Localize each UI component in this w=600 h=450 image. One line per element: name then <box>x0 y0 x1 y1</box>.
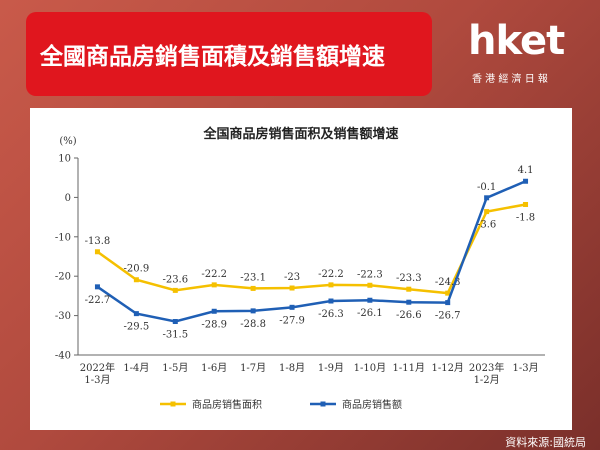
source: 資料來源:國統局 <box>505 436 586 449</box>
data-label: -23.3 <box>396 273 422 284</box>
data-label: -24.3 <box>435 277 461 288</box>
y-axis-label: (%) <box>59 136 76 147</box>
data-label: -0.1 <box>477 182 496 193</box>
data-label: -22.2 <box>318 269 344 280</box>
x-tick-label: 1-12月 <box>431 362 463 374</box>
point-marker <box>484 195 490 201</box>
headline: 全國商品房銷售面積及銷售額增速 <box>26 12 432 96</box>
x-tick-label: 1-4月 <box>123 362 149 374</box>
data-label: -1.8 <box>516 212 535 223</box>
point-marker <box>523 201 529 207</box>
point-marker <box>133 277 139 283</box>
point-marker <box>367 297 373 303</box>
x-tick-label: 1-7月 <box>240 362 266 374</box>
point-marker <box>406 286 412 292</box>
chart-title: 全国商品房销售面积及销售额增速 <box>202 126 398 142</box>
point-marker <box>289 285 295 291</box>
point-marker <box>367 282 373 288</box>
data-label: -27.9 <box>279 315 305 326</box>
chart-panel: 全国商品房销售面积及销售额增速 (%) 10 0 -10 -20 -30 -40 2022年… <box>30 108 572 430</box>
y-tick-label: 10 <box>58 154 71 165</box>
data-label: -29.5 <box>124 322 150 333</box>
data-label: -22.7 <box>85 295 111 306</box>
data-label: -28.8 <box>240 319 266 330</box>
point-marker <box>211 308 217 314</box>
y-tick-label: -10 <box>55 232 71 243</box>
x-tick-label: 1-10月 <box>354 362 386 374</box>
data-label: -26.7 <box>435 311 461 322</box>
point-marker <box>172 287 178 293</box>
point-marker <box>289 304 295 310</box>
legend-marker <box>320 401 326 407</box>
x-tick-label: 1-3月 <box>512 362 538 374</box>
legend-label: 商品房销售额 <box>342 398 402 411</box>
data-label: -23 <box>284 272 300 283</box>
series-line <box>96 180 527 323</box>
data-label: -23.6 <box>162 274 188 285</box>
data-label: -13.8 <box>85 236 111 247</box>
point-marker <box>523 178 529 184</box>
logo-subtitle: 香 港 經 濟 日 報 <box>472 74 548 85</box>
legend-label: 商品房销售面积 <box>192 398 262 411</box>
x-tick-label: 2023年 1-2月 <box>469 361 504 386</box>
data-label: -22.3 <box>357 269 383 280</box>
point-marker <box>328 298 334 304</box>
point-marker <box>250 285 256 291</box>
point-marker <box>94 284 100 290</box>
data-label: -22.2 <box>201 269 227 280</box>
point-marker <box>211 282 217 288</box>
point-marker <box>133 311 139 317</box>
x-tick-label: 2022年 1-3月 <box>80 361 115 386</box>
y-tick-label: -30 <box>55 311 71 322</box>
point-marker <box>484 209 490 215</box>
point-marker <box>445 300 451 306</box>
data-label: -3.6 <box>477 220 496 231</box>
chart: 全国商品房销售面积及销售额增速 (%) 10 0 -10 -20 -30 -40 2022年… <box>55 126 545 411</box>
x-tick-label: 1-5月 <box>162 362 188 374</box>
data-label: 4.1 <box>518 165 534 176</box>
point-marker <box>328 282 334 288</box>
point-marker <box>94 249 100 255</box>
y-tick-label: 0 <box>65 193 71 204</box>
point-marker <box>445 290 451 296</box>
data-label: -28.9 <box>201 319 227 330</box>
data-label: -26.3 <box>318 309 344 320</box>
point-marker <box>406 299 412 305</box>
data-label: -23.1 <box>240 272 266 283</box>
data-label: -26.6 <box>396 310 422 321</box>
y-tick-label: -40 <box>55 351 71 362</box>
x-tick-label: 1-11月 <box>393 362 425 374</box>
x-tick-label: 1-9月 <box>318 362 344 374</box>
point-marker <box>172 319 178 325</box>
point-marker <box>250 308 256 314</box>
data-label: -20.9 <box>124 264 150 275</box>
data-label: -31.5 <box>162 330 188 341</box>
legend-marker <box>170 401 176 407</box>
y-tick-label: -20 <box>55 272 71 283</box>
x-tick-label: 1-8月 <box>279 362 305 374</box>
series-line <box>96 203 526 295</box>
logo: hket <box>468 18 565 64</box>
x-tick-label: 1-6月 <box>201 362 227 374</box>
data-label: -26.1 <box>357 308 383 319</box>
